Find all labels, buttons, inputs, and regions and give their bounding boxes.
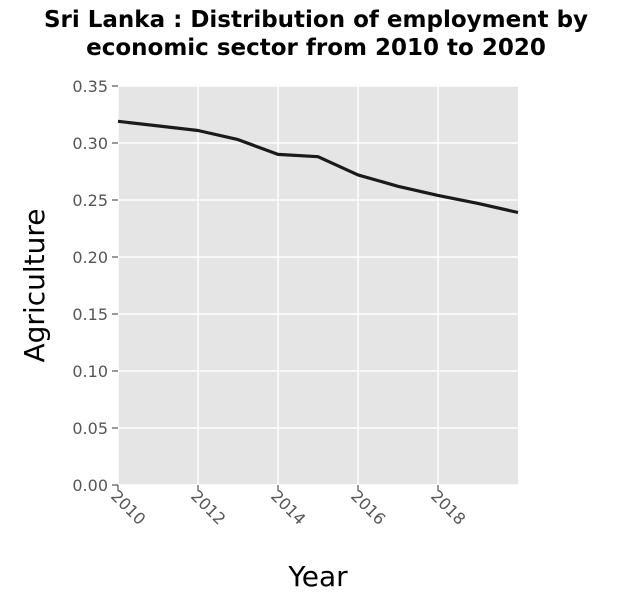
- x-tick-label: 2016: [347, 486, 389, 528]
- x-tick-label: 2012: [187, 486, 229, 528]
- y-axis-label: Agriculture: [18, 209, 51, 363]
- y-tick-label: 0.20: [72, 248, 108, 267]
- chart-title-line-1: Sri Lanka : Distribution of employment b…: [43, 7, 589, 33]
- y-tick-label: 0.35: [72, 77, 108, 96]
- x-tick-label: 2014: [267, 486, 309, 528]
- x-tick-label: 2010: [107, 486, 149, 528]
- y-tick-label: 0.15: [72, 305, 108, 324]
- series-line: [117, 119, 519, 215]
- plot-panel: [118, 86, 518, 485]
- chart-title: Sri Lanka : Distribution of employment b…: [0, 6, 632, 62]
- y-tick-label: 0.25: [72, 191, 108, 210]
- chart-title-line-2: economic sector from 2010 to 2020: [86, 35, 546, 61]
- y-tick-label: 0.05: [72, 419, 108, 438]
- series-layer: [117, 119, 519, 215]
- x-axis-label: Year: [287, 560, 348, 593]
- y-tick-label: 0.00: [72, 476, 108, 495]
- tick-layer: 0.00 0.05 0.10 0.15 0.20 0.25 0.30 0.35 2010 2012…: [72, 77, 469, 529]
- x-tick-label: 2018: [427, 486, 469, 528]
- grid-layer: [117, 85, 518, 486]
- y-tick-label: 0.10: [72, 362, 108, 381]
- y-tick-label: 0.30: [72, 134, 108, 153]
